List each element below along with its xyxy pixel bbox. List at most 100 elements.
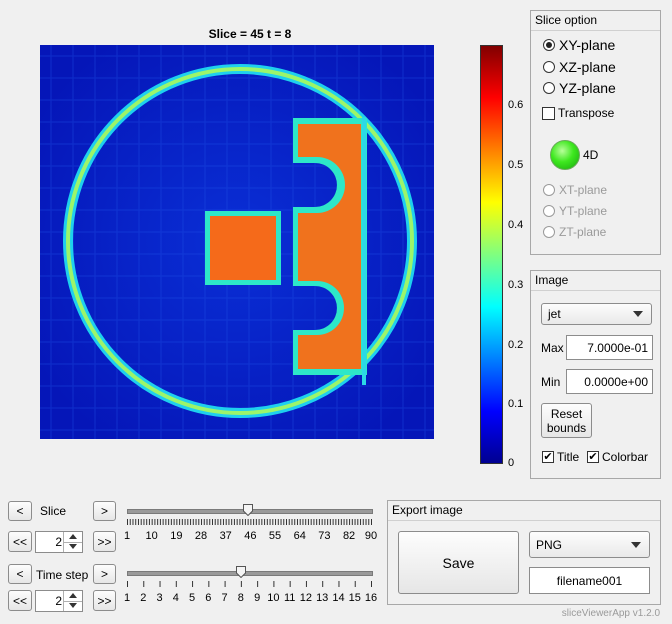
radio-dot-icon xyxy=(543,205,555,217)
time-step-spinner[interactable]: 2 xyxy=(35,590,83,612)
slider-tick-label: 4 xyxy=(172,592,179,604)
reset-bounds-label-line2: bounds xyxy=(546,420,587,435)
colorbar-tick: 0 xyxy=(508,457,515,469)
slider-tick-label: 16 xyxy=(364,592,378,604)
colorbar-tick: 0.2 xyxy=(508,339,524,351)
colorbar-checkbox[interactable]: ✔ Colorbar xyxy=(587,450,648,464)
slider-tick-label: 1 xyxy=(123,592,131,604)
slice-slider-thumb[interactable] xyxy=(242,504,253,516)
reset-bounds-button[interactable]: Reset bounds xyxy=(541,403,592,438)
radio-label: YZ-plane xyxy=(559,80,616,96)
title-checkbox-label: Title xyxy=(557,450,580,464)
radio-yt-plane[interactable]: YT-plane xyxy=(543,204,607,218)
slice-label: Slice xyxy=(40,504,67,518)
radio-label: ZT-plane xyxy=(559,225,607,239)
colorbar-tick: 0.3 xyxy=(508,279,524,291)
slider-tick-label: 1 xyxy=(123,530,131,542)
time-step-value: 2 xyxy=(55,594,62,608)
chevron-down-icon xyxy=(631,541,641,548)
slider-tick-label: 37 xyxy=(219,530,232,542)
slider-tick-label: 11 xyxy=(283,592,296,604)
colorbar xyxy=(480,45,503,464)
phantom-ring-inner xyxy=(66,67,414,415)
slice-next-button[interactable]: > xyxy=(93,501,116,521)
mode-indicator-icon xyxy=(550,140,580,170)
slider-tick-label: 15 xyxy=(348,592,361,604)
slider-tick-label: 10 xyxy=(267,592,280,604)
slice-step-value: 2 xyxy=(55,535,62,549)
slider-tick-label: 12 xyxy=(299,592,313,604)
max-label: Max xyxy=(541,341,564,355)
slice-step-spinner[interactable]: 2 xyxy=(35,531,83,553)
max-input[interactable]: 7.0000e-01 xyxy=(566,335,653,360)
radio-xy-plane[interactable]: XY-plane xyxy=(543,37,615,53)
colorbar-tick: 0.4 xyxy=(508,219,524,231)
time-slider[interactable] xyxy=(127,571,373,576)
spinner-up-icon[interactable] xyxy=(63,591,82,602)
colorbar-tick: 0.5 xyxy=(508,159,524,171)
slice-slider-ticks xyxy=(127,519,372,525)
slider-tick-label: 28 xyxy=(194,530,208,542)
slider-tick-label: 7 xyxy=(221,592,228,604)
radio-dot-icon xyxy=(543,82,555,94)
slider-tick-label: 8 xyxy=(237,592,244,604)
version-label: sliceViewerApp v1.2.0 xyxy=(561,608,660,619)
format-dropdown[interactable]: PNG xyxy=(529,531,650,558)
slider-tick-label: 5 xyxy=(189,592,196,604)
transpose-checkbox[interactable]: Transpose xyxy=(542,106,614,120)
slider-tick-label: 9 xyxy=(254,592,261,604)
slider-tick-label: 19 xyxy=(170,530,183,542)
slice-last-button[interactable]: >> xyxy=(93,531,116,552)
checkmark-icon: ✔ xyxy=(542,451,554,463)
filename-input[interactable]: filename001 xyxy=(529,567,650,594)
time-next-button[interactable]: > xyxy=(93,564,116,584)
slice-option-panel: Slice option XY-plane XZ-plane YZ-plane … xyxy=(530,10,661,255)
spinner-down-icon[interactable] xyxy=(63,601,82,611)
radio-label: XT-plane xyxy=(559,183,608,197)
time-slider-thumb[interactable] xyxy=(235,566,246,578)
slice-image[interactable] xyxy=(40,45,434,439)
slider-tick-label: 6 xyxy=(205,592,212,604)
slider-tick-label: 82 xyxy=(342,530,356,542)
phantom-comb xyxy=(298,124,361,369)
time-slider-tick-labels: 1 2 3 4 5 6 7 8 9 10 11 12 13 14 15 16 xyxy=(123,592,377,606)
time-last-button[interactable]: >> xyxy=(93,590,116,611)
phantom-square xyxy=(210,216,276,280)
slice-prev-button[interactable]: < xyxy=(8,501,32,521)
radio-label: YT-plane xyxy=(559,204,608,218)
checkbox-box-icon xyxy=(542,106,555,120)
figure-title: Slice = 45 t = 8 xyxy=(208,27,292,41)
slider-tick-label: 14 xyxy=(332,592,345,604)
radio-label: XY-plane xyxy=(559,37,616,53)
min-input[interactable]: 0.0000e+00 xyxy=(566,369,653,394)
time-prev-button[interactable]: < xyxy=(8,564,32,584)
export-image-panel: Export image Save PNG filename001 xyxy=(387,500,661,605)
radio-zt-plane[interactable]: ZT-plane xyxy=(543,225,606,239)
colorbar-tick-labels: 0.6 0.5 0.4 0.3 0.2 0.1 0 xyxy=(508,45,538,469)
min-label: Min xyxy=(541,375,561,389)
format-value: PNG xyxy=(536,537,563,552)
slider-tick-label: 55 xyxy=(268,530,282,542)
radio-label: XZ-plane xyxy=(559,59,616,75)
radio-dot-icon xyxy=(543,184,555,196)
slice-first-button[interactable]: << xyxy=(8,531,32,552)
transpose-label: Transpose xyxy=(558,106,615,120)
radio-xz-plane[interactable]: XZ-plane xyxy=(543,59,616,75)
save-button[interactable]: Save xyxy=(398,531,519,594)
radio-dot-icon xyxy=(543,61,555,73)
slider-tick-label: 3 xyxy=(156,592,163,604)
radio-yz-plane[interactable]: YZ-plane xyxy=(543,80,616,96)
image-panel-title: Image xyxy=(531,271,660,291)
time-first-button[interactable]: << xyxy=(8,590,32,611)
colorbar-tick: 0.1 xyxy=(508,398,524,410)
title-checkbox[interactable]: ✔ Title xyxy=(542,450,579,464)
spinner-up-icon[interactable] xyxy=(63,532,82,543)
colormap-dropdown[interactable]: jet xyxy=(541,303,652,325)
colorbar-tick: 0.6 xyxy=(508,99,524,111)
spinner-down-icon[interactable] xyxy=(63,542,82,552)
mode-label: 4D xyxy=(583,148,599,162)
reset-bounds-label-line1: Reset xyxy=(550,406,583,421)
slice-slider-tick-labels: 1 10 19 28 37 46 55 64 73 82 90 xyxy=(123,530,377,544)
radio-xt-plane[interactable]: XT-plane xyxy=(543,183,607,197)
slider-tick-label: 46 xyxy=(244,530,257,542)
